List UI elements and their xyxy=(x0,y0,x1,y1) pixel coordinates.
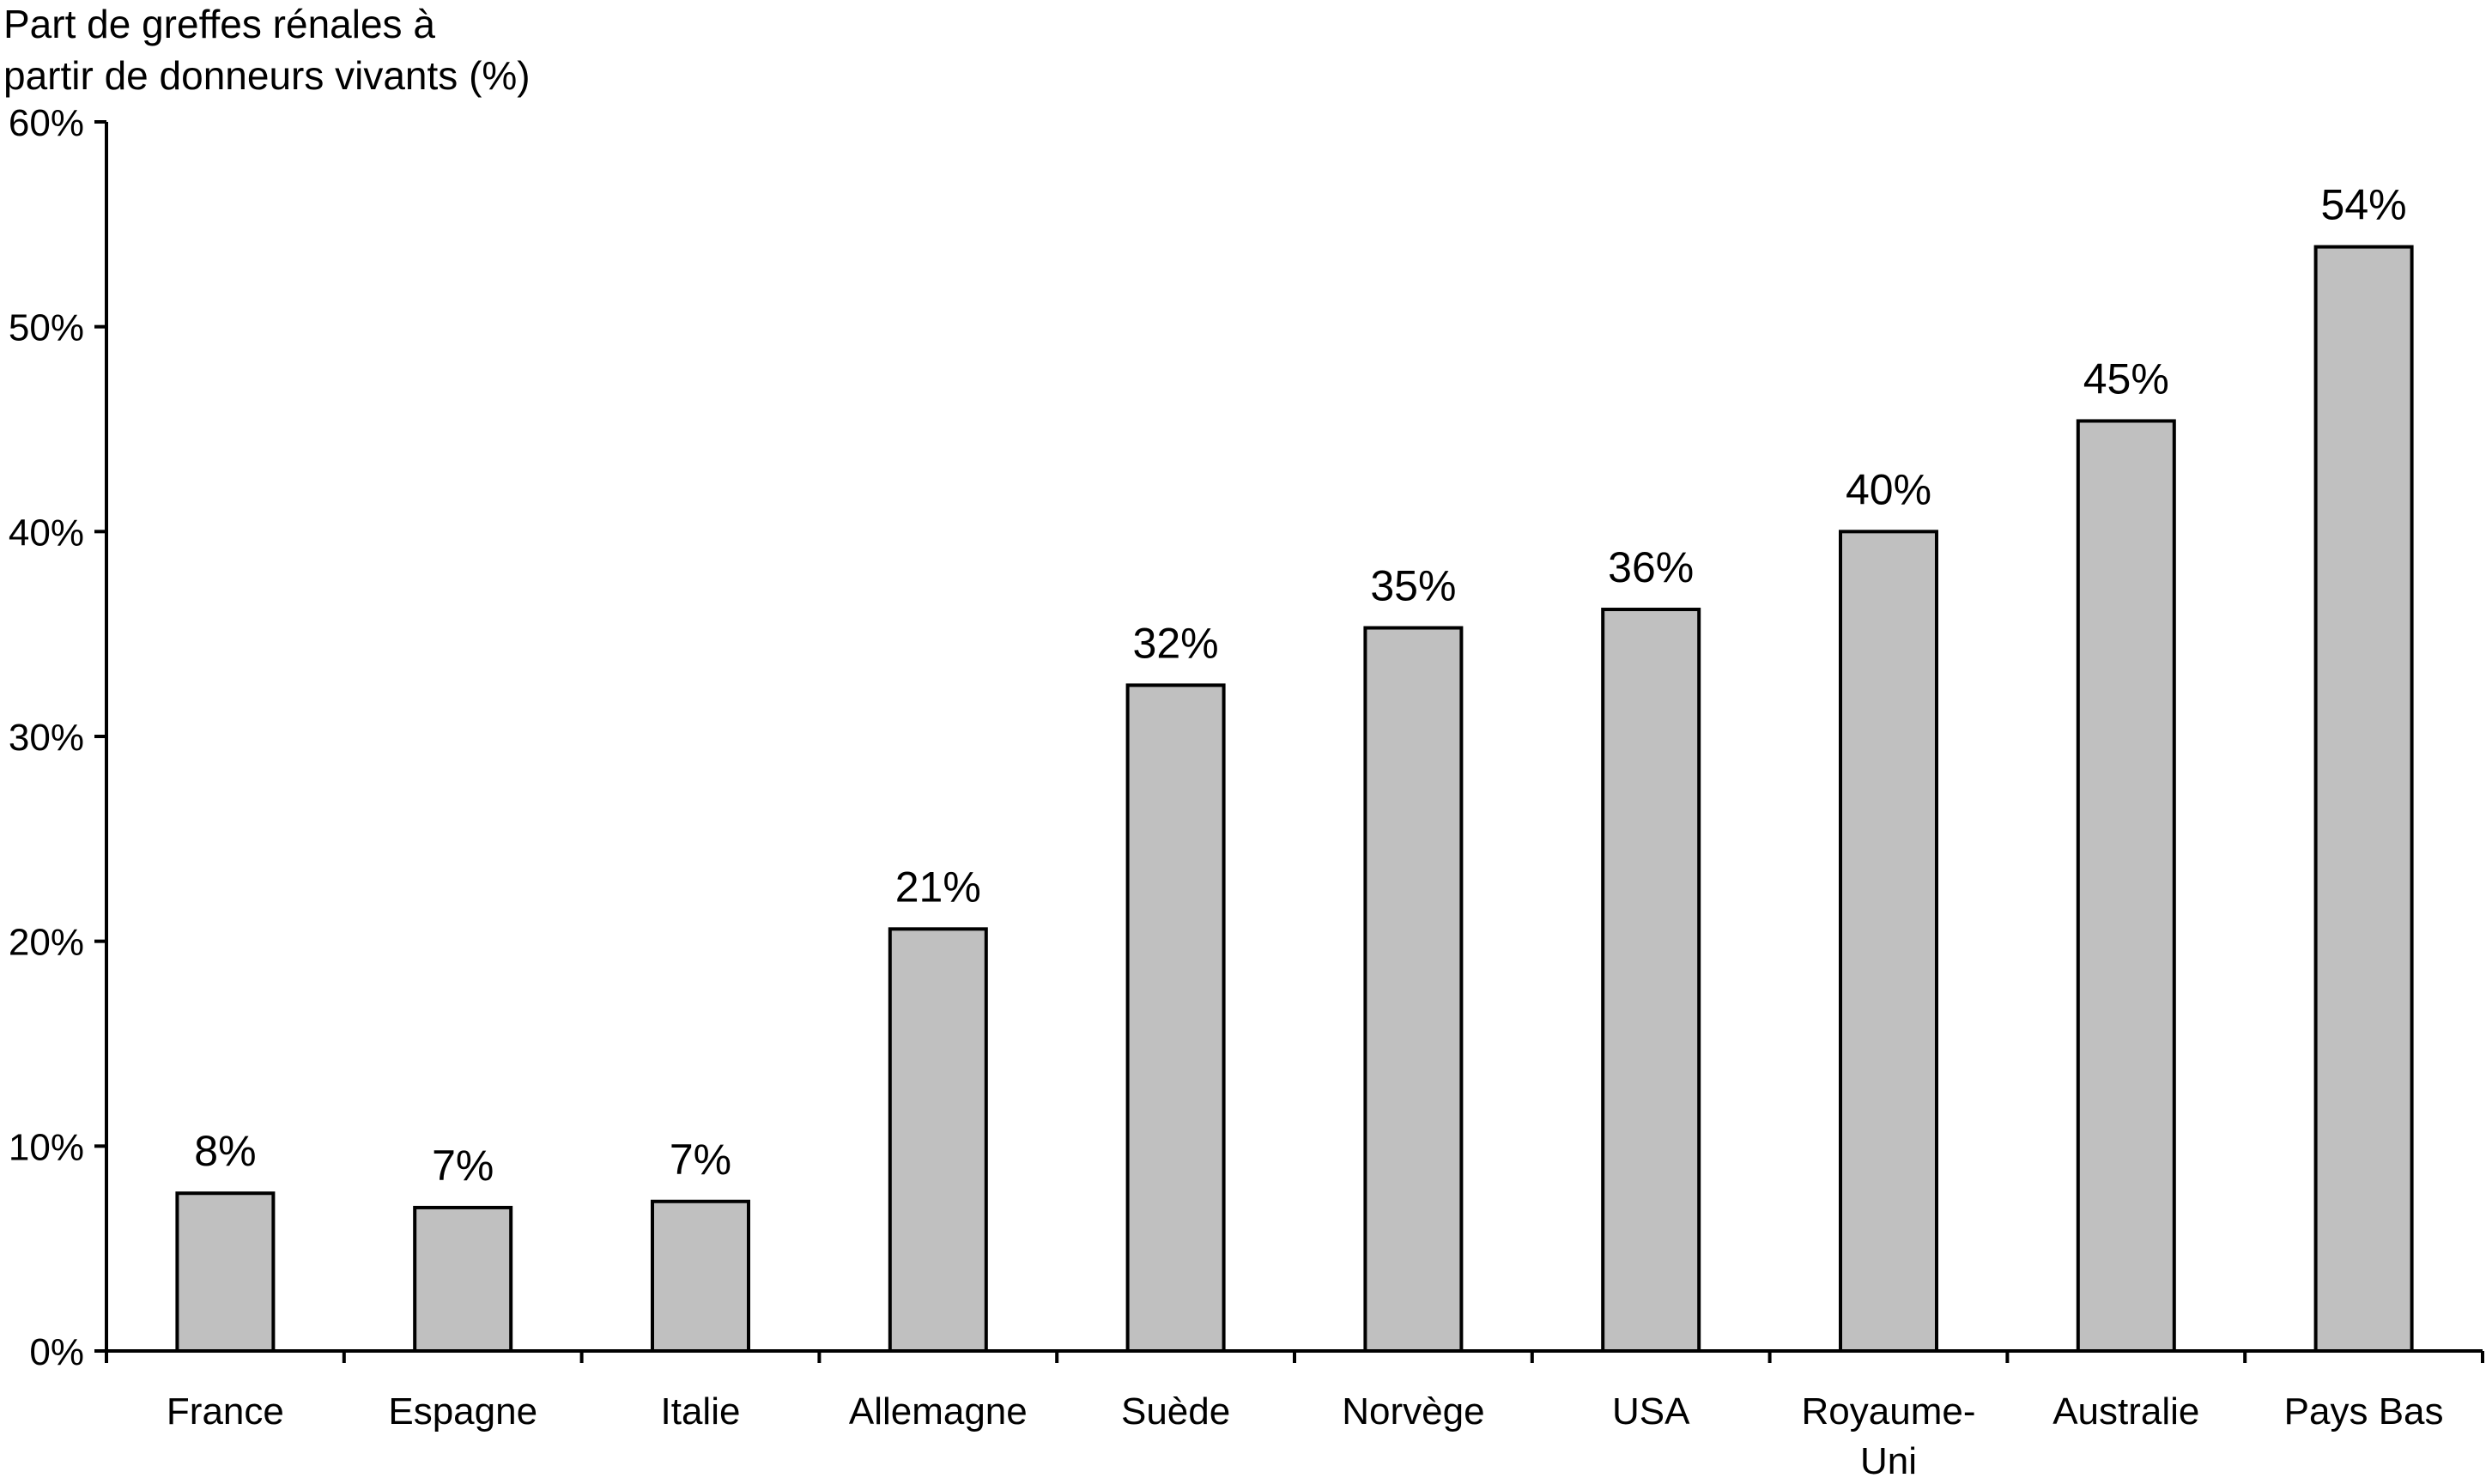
bar xyxy=(651,1199,750,1353)
x-axis-ticks xyxy=(105,1351,2484,1363)
category-label: Pays Bas xyxy=(2284,1390,2444,1433)
bar xyxy=(2076,419,2176,1353)
bar xyxy=(1125,683,1226,1353)
y-axis-title: Part de greffes rénales à partir de donn… xyxy=(3,2,531,98)
data-label: 45% xyxy=(2083,354,2169,403)
category-label: Italie xyxy=(661,1390,741,1433)
bar xyxy=(1363,626,1464,1353)
bar xyxy=(888,927,988,1353)
y-axis-title-line-2: partir de donneurs vivants (%) xyxy=(3,53,531,98)
y-tick-label: 60% xyxy=(9,102,84,144)
data-label: 40% xyxy=(1846,465,1931,513)
data-label: 36% xyxy=(1608,543,1694,591)
bars-group xyxy=(175,245,2414,1354)
y-axis-ticks: 0% 10% 20% 30% 40% 50% 60% xyxy=(9,102,106,1373)
data-label: 21% xyxy=(895,863,981,911)
y-tick-label: 0% xyxy=(29,1331,84,1373)
category-label: Uni xyxy=(1860,1440,1917,1482)
bar xyxy=(1601,608,1701,1353)
category-label: Espagne xyxy=(388,1390,537,1433)
category-labels-group: France Espagne Italie Allemagne Suède Norvège… xyxy=(167,1390,2444,1482)
category-label: Suède xyxy=(1121,1390,1230,1433)
category-label: Norvège xyxy=(1342,1390,1484,1433)
data-label: 7% xyxy=(670,1136,731,1184)
data-label: 8% xyxy=(194,1127,256,1175)
data-label: 35% xyxy=(1370,562,1456,610)
y-tick-label: 10% xyxy=(9,1126,84,1168)
category-label: France xyxy=(167,1390,284,1433)
y-axis-title-line-1: Part de greffes rénales à xyxy=(3,2,435,46)
bar xyxy=(1839,530,1938,1353)
category-label: Royaume- xyxy=(1802,1390,1976,1433)
bar xyxy=(2313,245,2414,1353)
bar xyxy=(175,1191,276,1354)
y-tick-label: 40% xyxy=(9,512,84,554)
data-label: 54% xyxy=(2321,181,2407,229)
bar xyxy=(413,1205,513,1354)
category-label: Australie xyxy=(2052,1390,2199,1433)
y-tick-label: 50% xyxy=(9,307,84,349)
y-tick-label: 30% xyxy=(9,717,84,759)
category-label: USA xyxy=(1612,1390,1690,1433)
category-label: Allemagne xyxy=(849,1390,1028,1433)
y-tick-label: 20% xyxy=(9,922,84,964)
data-label: 32% xyxy=(1133,619,1219,667)
data-labels-group: 8% 7% 7% 21% 32% 35% 36% 40% 45% 54% xyxy=(194,181,2406,1190)
data-label: 7% xyxy=(432,1142,494,1190)
